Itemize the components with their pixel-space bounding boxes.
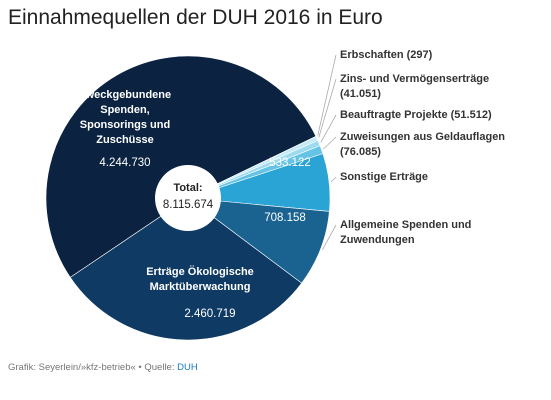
chart-title: Einnahmequellen der DUH 2016 in Euro xyxy=(8,6,383,29)
leader-line xyxy=(317,54,337,136)
center-hole xyxy=(155,165,221,231)
center-label: Total: xyxy=(173,182,202,194)
leader-line xyxy=(330,176,337,183)
source: Grafik: Seyerlein/»kfz-betrieb« • Quelle… xyxy=(8,362,198,373)
outside-label: Zins- und Vermögenserträge (41.051) xyxy=(340,73,490,100)
outside-label: Zuweisungen aus Geldauflagen (76.085) xyxy=(340,131,506,158)
slice-label: Zweckgebundene Spenden, Sponsorings und … xyxy=(78,89,172,146)
leader-line xyxy=(320,114,337,143)
value-label: 2.460.719 xyxy=(184,308,236,320)
slice-label: Erträge Ökologische Marktüberwachung xyxy=(146,266,254,293)
leader-line xyxy=(318,78,337,138)
outside-label: Sonstige Erträge xyxy=(340,171,429,183)
center-value: 8.115.674 xyxy=(163,199,214,211)
leader-line xyxy=(323,136,337,150)
value-label: 533.122 xyxy=(269,157,311,169)
leader-line xyxy=(321,224,337,251)
outside-label: Allgemeine Spenden und Zuwendungen xyxy=(340,219,472,246)
value-label: 708.158 xyxy=(264,212,306,224)
outside-label: Beauftragte Projekte (51.512) xyxy=(340,109,492,121)
source-prefix: Grafik: Seyerlein/»kfz-betrieb« • Quelle… xyxy=(8,362,175,373)
outside-label: Erbschaften (297) xyxy=(340,49,433,61)
source-link[interactable]: DUH xyxy=(177,362,198,373)
value-label: 4.244.730 xyxy=(99,157,151,169)
pie-slice xyxy=(69,197,303,341)
